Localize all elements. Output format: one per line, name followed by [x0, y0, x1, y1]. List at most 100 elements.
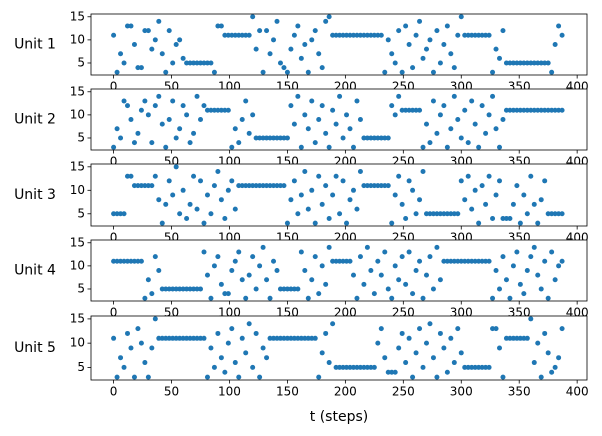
- point: [330, 107, 336, 113]
- point: [225, 291, 231, 297]
- point: [490, 215, 496, 221]
- point: [326, 244, 332, 250]
- point: [510, 263, 516, 269]
- x-tick-label: 400: [566, 385, 589, 399]
- point: [135, 183, 141, 189]
- point: [239, 32, 245, 38]
- point: [131, 374, 137, 380]
- point: [340, 135, 346, 141]
- point: [542, 178, 548, 184]
- point: [198, 178, 204, 184]
- point: [503, 335, 509, 341]
- point: [437, 60, 443, 66]
- point: [264, 183, 270, 189]
- point: [403, 23, 409, 29]
- point: [462, 197, 468, 203]
- point: [510, 335, 516, 341]
- point: [173, 42, 179, 47]
- point: [556, 107, 562, 113]
- point: [434, 130, 440, 136]
- point: [552, 42, 558, 47]
- point: [437, 112, 443, 118]
- y-tick-label: 10: [70, 107, 85, 121]
- point: [458, 258, 464, 264]
- point: [257, 263, 263, 269]
- point: [208, 345, 214, 351]
- point: [350, 364, 356, 370]
- point: [302, 268, 308, 273]
- point: [462, 107, 468, 113]
- point: [517, 281, 523, 287]
- point: [378, 183, 384, 189]
- point: [396, 28, 402, 34]
- point: [455, 326, 461, 332]
- point: [166, 178, 172, 184]
- point: [114, 258, 120, 264]
- point: [472, 121, 478, 127]
- point: [170, 286, 176, 292]
- point: [542, 330, 548, 336]
- point: [208, 211, 214, 217]
- point: [243, 183, 249, 189]
- point: [444, 144, 450, 150]
- point: [326, 144, 332, 150]
- point: [552, 277, 558, 283]
- point: [364, 183, 370, 189]
- point: [344, 112, 350, 118]
- point: [323, 330, 329, 336]
- point: [166, 117, 172, 122]
- point: [448, 211, 454, 217]
- point: [131, 140, 137, 146]
- point: [500, 117, 506, 122]
- point: [131, 42, 137, 47]
- point: [260, 183, 266, 189]
- point: [333, 173, 339, 179]
- point: [486, 32, 492, 38]
- point: [545, 107, 551, 113]
- point: [166, 28, 172, 34]
- point: [180, 335, 186, 341]
- point: [298, 335, 304, 341]
- point: [434, 244, 440, 250]
- point: [260, 244, 266, 250]
- point: [184, 60, 190, 66]
- point: [253, 46, 259, 52]
- point: [277, 183, 283, 189]
- point: [243, 295, 249, 301]
- point: [417, 197, 423, 203]
- point: [284, 220, 290, 226]
- point: [111, 144, 117, 150]
- point: [503, 215, 509, 221]
- point: [326, 14, 332, 20]
- point: [194, 60, 200, 66]
- point: [427, 211, 433, 217]
- point: [302, 169, 308, 175]
- point: [204, 272, 210, 278]
- point: [521, 60, 527, 66]
- point: [427, 140, 433, 146]
- point: [229, 32, 235, 38]
- point: [350, 272, 356, 278]
- point: [194, 335, 200, 341]
- point: [427, 37, 433, 43]
- point: [281, 135, 287, 141]
- point: [472, 258, 478, 264]
- point: [204, 374, 210, 380]
- point: [121, 211, 127, 217]
- point: [323, 18, 329, 24]
- point: [177, 37, 183, 43]
- point: [267, 135, 273, 141]
- point: [503, 107, 509, 113]
- y-tick-label: 15: [70, 159, 85, 173]
- point: [125, 258, 131, 264]
- point: [222, 369, 228, 375]
- point: [406, 107, 412, 113]
- point: [542, 258, 548, 264]
- y-axis-label: Unit 2: [14, 112, 56, 128]
- point: [201, 60, 207, 66]
- point: [333, 121, 339, 127]
- point: [514, 60, 520, 66]
- point: [521, 291, 527, 297]
- point: [156, 197, 162, 203]
- point: [399, 107, 405, 113]
